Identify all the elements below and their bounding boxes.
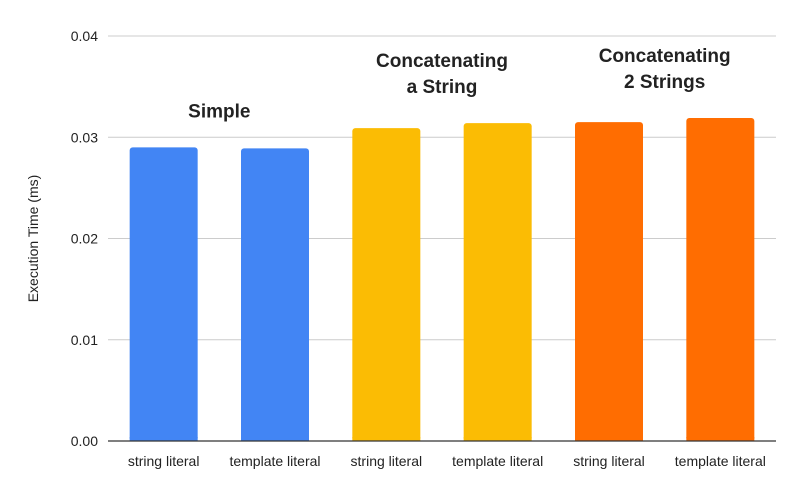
bars	[129, 118, 755, 441]
bar	[463, 123, 532, 441]
group-annotation: Concatenating	[376, 51, 508, 72]
y-tick-label: 0.00	[71, 433, 98, 449]
bar	[686, 118, 755, 441]
group-annotation: Concatenating	[599, 46, 731, 67]
x-tick-label: string literal	[351, 453, 423, 469]
y-tick-label: 0.01	[71, 332, 98, 348]
bar	[241, 148, 309, 441]
x-tick-label: string literal	[128, 453, 200, 469]
group-annotation: Simple	[188, 101, 250, 122]
group-annotation: 2 Strings	[624, 72, 705, 93]
bar-base	[575, 437, 643, 441]
group-annotation: a String	[407, 77, 478, 98]
y-axis-title: Execution Time (ms)	[25, 175, 41, 303]
x-tick-label: template literal	[675, 453, 766, 469]
labels: 0.00 0.01 0.02 0.03 0.04 string literal templa…	[25, 28, 766, 469]
y-tick-label: 0.02	[71, 231, 98, 247]
bar-base	[129, 437, 198, 441]
bar	[575, 122, 643, 441]
bar-base	[463, 437, 532, 441]
bar-base	[352, 437, 421, 441]
bar-base	[686, 437, 755, 441]
bar-base	[241, 437, 309, 441]
bar	[129, 147, 198, 441]
x-tick-label: template literal	[452, 453, 543, 469]
y-tick-label: 0.04	[71, 28, 98, 44]
x-tick-label: string literal	[573, 453, 645, 469]
y-tick-label: 0.03	[71, 129, 98, 145]
gridlines	[108, 35, 776, 341]
bar	[352, 128, 421, 441]
x-tick-label: template literal	[229, 453, 320, 469]
